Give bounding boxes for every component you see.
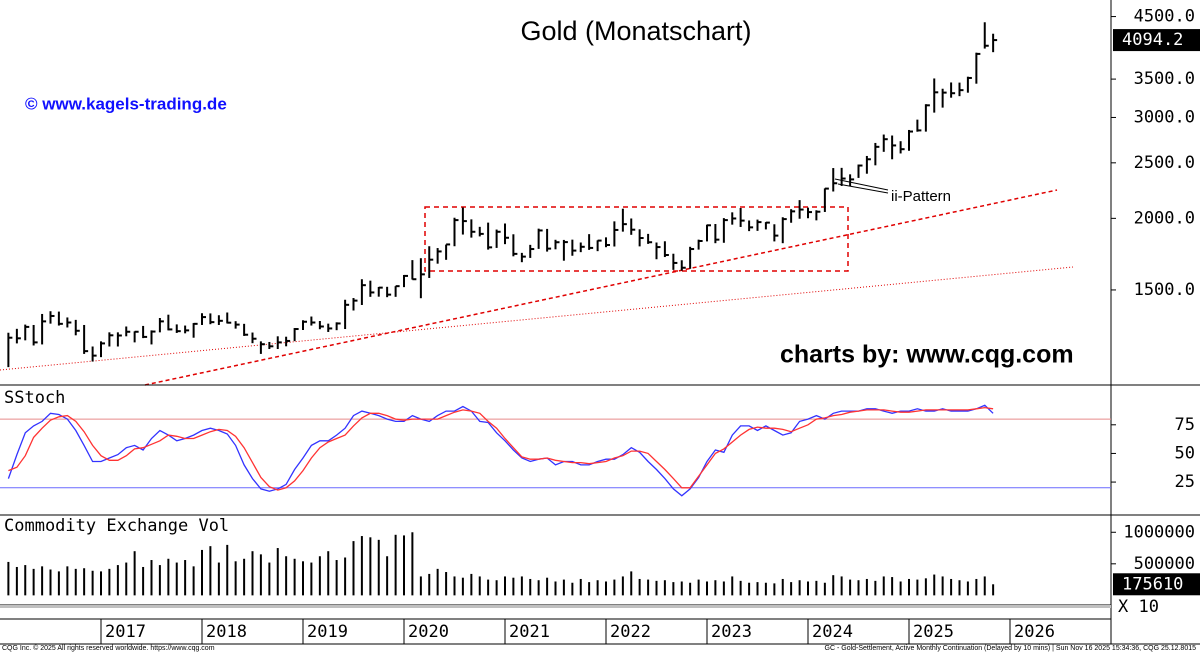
last-volume-flag: [1113, 573, 1200, 596]
y-tick-label: 2000.0: [1134, 208, 1195, 228]
y-tick-label: 25: [1175, 472, 1195, 492]
source-note: charts by: www.cqg.com: [780, 341, 1074, 369]
x-tick-label: 2023: [711, 622, 752, 642]
x-tick-label: 2026: [1014, 622, 1055, 642]
y-tick-label: 3000.0: [1134, 107, 1195, 127]
trend-line: [144, 189, 1058, 386]
pattern-label: ii-Pattern: [891, 188, 951, 205]
x-tick-label: 2021: [509, 622, 550, 642]
watermark: © www.kagels-trading.de: [25, 94, 227, 113]
multiplier-label: X 10: [1118, 597, 1159, 617]
x-tick-label: 2020: [408, 622, 449, 642]
panel-title: Commodity Exchange Vol: [4, 516, 229, 536]
x-tick-label: 2024: [812, 622, 853, 642]
footer-left: CQG Inc. © 2025 All rights reserved worl…: [2, 644, 215, 652]
y-tick-label: 2500.0: [1134, 153, 1195, 173]
pattern-arrow: [837, 183, 889, 194]
chart-title: Gold (Monatschart): [520, 16, 751, 46]
footer-right: GC - Gold-Settlement, Active Monthly Con…: [825, 645, 1197, 652]
last-price-label: 4094.2: [1122, 30, 1183, 50]
y-tick-label: 3500.0: [1134, 69, 1195, 89]
x-tick-label: 2018: [206, 622, 247, 642]
x-tick-label: 2019: [307, 622, 348, 642]
x-tick-label: 2022: [610, 622, 651, 642]
stoch-line: [8, 406, 994, 491]
y-tick-label: 1000000: [1123, 522, 1195, 542]
last-price-flag: [1113, 29, 1200, 52]
y-tick-label: 75: [1175, 415, 1195, 435]
y-tick-label: 500000: [1134, 554, 1195, 574]
x-tick-label: 2025: [913, 622, 954, 642]
pattern-arrow: [834, 178, 889, 191]
axis-strip: [0, 605, 1111, 608]
y-tick-label: 1500.0: [1134, 280, 1195, 300]
y-tick-label: 50: [1175, 443, 1195, 463]
panel-title: SStoch: [4, 388, 65, 408]
consolidation-box: [424, 206, 849, 272]
x-tick-label: 2017: [105, 622, 146, 642]
y-tick-label: 4500.0: [1134, 7, 1195, 27]
last-volume-label: 175610: [1122, 574, 1183, 594]
